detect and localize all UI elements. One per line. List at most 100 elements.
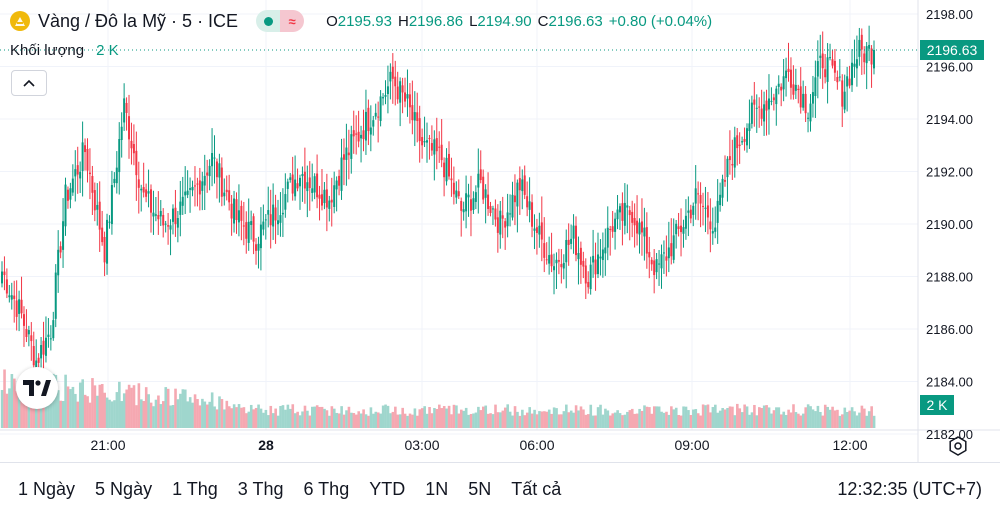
volume-bar xyxy=(225,400,229,428)
candle-body xyxy=(789,69,792,88)
candle-body xyxy=(223,192,226,197)
candle-body xyxy=(658,263,661,265)
collapse-legend-button[interactable] xyxy=(11,70,47,96)
candle-body xyxy=(745,128,748,146)
candle-body xyxy=(604,247,607,254)
candle-body xyxy=(523,175,526,195)
candle-body xyxy=(364,111,367,141)
price-chart[interactable]: 2198.00 2196.00 2194.00 2192.00 2190.00 2188.… xyxy=(0,0,1000,462)
volume-bar xyxy=(213,406,216,428)
candle-body xyxy=(675,223,678,235)
range-button[interactable]: 1N xyxy=(425,479,449,499)
time-tick-label: 28 xyxy=(258,437,274,453)
candle-body xyxy=(355,133,358,135)
candle-body xyxy=(323,189,326,204)
volume-bar xyxy=(8,388,11,428)
candle-body xyxy=(575,225,578,256)
candle-body xyxy=(731,164,734,166)
gold-coin-icon xyxy=(10,11,30,31)
candle-body xyxy=(689,209,692,219)
volume-legend[interactable]: Khối lượng 2 K xyxy=(10,42,119,59)
low-value: 2194.90 xyxy=(477,12,532,30)
candle-body xyxy=(328,200,331,209)
volume-bar xyxy=(205,404,209,428)
volume-bar xyxy=(235,407,238,428)
candle-body xyxy=(807,117,810,119)
candle-body xyxy=(853,63,856,67)
volume-bar xyxy=(152,406,155,428)
volume-bar xyxy=(464,407,468,428)
approx-icon[interactable]: ≈ xyxy=(280,10,305,32)
candle-body xyxy=(767,98,770,110)
candle-body xyxy=(379,96,382,121)
ohlc-values: O2195.93 H2196.86 L2194.90 C2196.63 +0.8… xyxy=(326,12,713,30)
high-value: 2196.86 xyxy=(408,12,464,30)
volume-bar xyxy=(110,401,114,428)
range-selector: 1 Ngày 5 Ngày 1 Thg 3 Thg 6 Thg YTD 1N 5N Tất cả xyxy=(10,479,569,500)
candle-body xyxy=(74,169,77,177)
candle-body xyxy=(609,228,612,230)
candle-body xyxy=(587,281,590,288)
volume-bar xyxy=(438,404,441,428)
candle-body xyxy=(640,221,643,233)
time-tick-label: 12:00 xyxy=(832,437,867,453)
volume-bar xyxy=(433,408,436,428)
volume-bar xyxy=(359,413,363,428)
volume-bar xyxy=(157,395,160,428)
volume-bar xyxy=(474,412,478,428)
range-button[interactable]: Tất cả xyxy=(511,479,562,499)
candle-body xyxy=(794,84,797,91)
volume-bar xyxy=(418,409,422,428)
symbol-title[interactable]: Vàng / Đô la Mỹ · 5 · ICE xyxy=(38,10,239,31)
volume-bar xyxy=(589,404,593,428)
settings-gear-icon[interactable] xyxy=(946,434,970,458)
volume-bar xyxy=(301,411,304,428)
volume-bar xyxy=(93,385,97,428)
chart-area[interactable]: 2198.00 2196.00 2194.00 2192.00 2190.00 2188.… xyxy=(0,0,1000,462)
volume-bar xyxy=(811,409,815,428)
range-button[interactable]: 1 Thg xyxy=(172,479,218,499)
candle-body xyxy=(88,172,91,175)
candle-body xyxy=(430,143,433,151)
candle-body xyxy=(606,227,609,248)
volume-bar xyxy=(562,411,566,428)
candle-body xyxy=(545,259,548,261)
tradingview-logo-icon[interactable] xyxy=(16,367,58,409)
volume-bar xyxy=(140,399,143,428)
candle-body xyxy=(86,148,89,171)
candle-body xyxy=(10,295,13,300)
range-button[interactable]: 5N xyxy=(468,479,492,499)
volume-bar xyxy=(411,414,414,428)
volume-bar xyxy=(640,410,644,428)
candle-body xyxy=(171,208,174,222)
status-pill[interactable]: ≈ xyxy=(256,10,305,32)
candle-body xyxy=(526,196,529,208)
range-button[interactable]: YTD xyxy=(369,479,406,499)
range-button[interactable]: 5 Ngày xyxy=(95,479,153,499)
time-tick-label: 03:00 xyxy=(404,437,439,453)
candle-body xyxy=(396,86,399,100)
range-button[interactable]: 6 Thg xyxy=(303,479,350,499)
volume-bar xyxy=(633,413,637,428)
candle-body xyxy=(601,249,604,261)
volume-bar xyxy=(337,413,341,428)
volume-bar xyxy=(240,407,243,428)
candle-body xyxy=(694,188,697,204)
volume-bar xyxy=(257,404,260,428)
volume-bar xyxy=(472,413,475,428)
candle-body xyxy=(667,247,670,259)
range-button[interactable]: 1 Ngày xyxy=(18,479,76,499)
volume-bar xyxy=(115,392,119,428)
range-button[interactable]: 3 Thg xyxy=(237,479,284,499)
candle-body xyxy=(345,147,348,160)
volume-bar xyxy=(440,408,444,428)
candle-body xyxy=(469,199,472,211)
candle-body xyxy=(680,225,683,233)
volume-bar xyxy=(10,374,14,428)
volume-bar xyxy=(694,409,698,428)
clock-timezone[interactable]: 12:32:35 (UTC+7) xyxy=(837,479,982,499)
market-open-indicator[interactable] xyxy=(256,10,281,32)
volume-bar xyxy=(863,408,866,428)
time-tick-label: 06:00 xyxy=(519,437,554,453)
candle-body xyxy=(643,227,646,237)
